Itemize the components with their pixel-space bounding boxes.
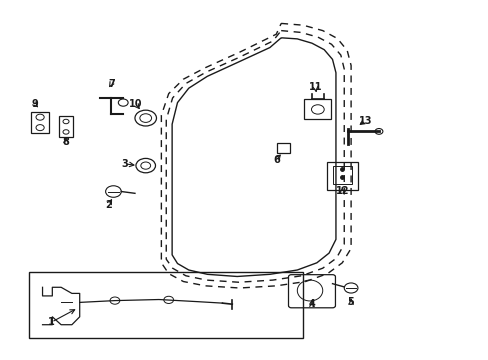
Text: 12: 12	[335, 186, 348, 196]
Text: 4: 4	[308, 299, 315, 309]
Text: 1: 1	[48, 317, 55, 327]
Bar	[29, 272, 303, 338]
Bar	[332, 166, 351, 184]
Bar	[326, 162, 357, 190]
Bar	[59, 116, 73, 137]
Text: 9: 9	[32, 99, 39, 109]
Text: 8: 8	[62, 137, 69, 147]
Text: 5: 5	[347, 297, 354, 307]
Text: 10: 10	[129, 99, 142, 109]
Bar	[304, 99, 330, 119]
Bar	[276, 143, 290, 153]
Text: 13: 13	[358, 116, 372, 126]
Text: 2: 2	[105, 200, 112, 210]
Text: 7: 7	[108, 78, 115, 89]
Text: 6: 6	[272, 155, 279, 165]
Text: 11: 11	[308, 82, 322, 92]
Text: 3: 3	[121, 159, 128, 169]
Bar	[31, 112, 49, 133]
